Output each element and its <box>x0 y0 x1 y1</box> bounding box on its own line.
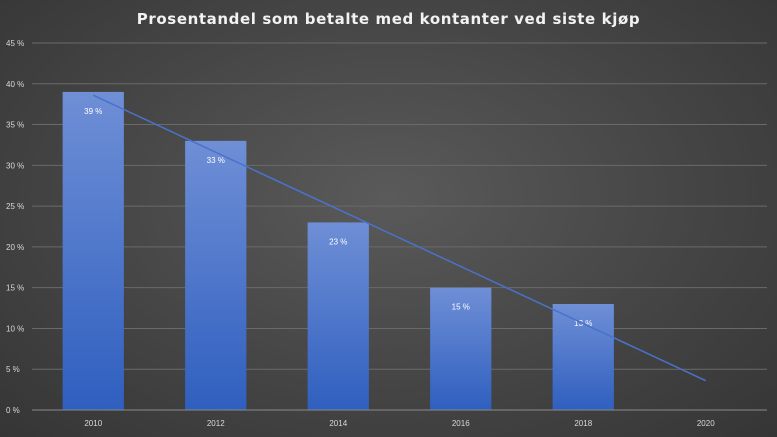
data-label: 39 % <box>84 107 102 116</box>
x-tick-label: 2014 <box>329 419 347 428</box>
x-tick-label: 2010 <box>84 419 102 428</box>
x-tick-label: 2020 <box>697 419 715 428</box>
bar-2016 <box>430 287 492 410</box>
y-tick-label: 5 % <box>6 365 20 374</box>
y-tick-label: 35 % <box>6 121 24 130</box>
data-label: 23 % <box>329 237 347 246</box>
y-tick-label: 0 % <box>6 406 20 415</box>
bar-2012 <box>185 140 247 410</box>
y-tick-label: 45 % <box>6 39 24 48</box>
bar-2014 <box>307 222 369 410</box>
y-tick-label: 10 % <box>6 324 24 333</box>
y-tick-label: 15 % <box>6 284 24 293</box>
y-tick-label: 30 % <box>6 161 24 170</box>
y-tick-label: 25 % <box>6 202 24 211</box>
y-tick-label: 20 % <box>6 243 24 252</box>
x-tick-label: 2012 <box>207 419 225 428</box>
x-tick-label: 2016 <box>452 419 470 428</box>
y-tick-label: 40 % <box>6 80 24 89</box>
trendline <box>92 94 707 382</box>
bar-2010 <box>62 91 124 410</box>
bar-2018 <box>552 303 614 410</box>
data-label: 33 % <box>207 156 225 165</box>
x-tick-label: 2018 <box>574 419 592 428</box>
chart-title: Prosentandel som betalte med kontanter v… <box>136 10 641 28</box>
data-label: 15 % <box>452 303 470 312</box>
